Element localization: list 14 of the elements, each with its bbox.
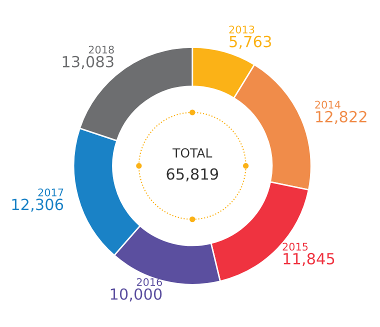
text: 65,819 [166, 168, 218, 182]
slice-label: 2016 [136, 278, 162, 286]
slice-label: 2013 [229, 26, 254, 34]
data-label: 10,000 [110, 288, 162, 302]
text: TOTAL [172, 148, 212, 158]
slice-label: 2017 [38, 188, 64, 196]
data-label: 5,763 [230, 36, 272, 49]
slice-label: 2018 [88, 46, 114, 54]
data-label: 12,822 [316, 110, 366, 124]
slice-label: 2015 [282, 242, 308, 251]
data-label: 13,083 [62, 56, 114, 69]
data-label: 12,306 [12, 198, 64, 212]
slice-label: 2014 [315, 100, 340, 109]
data-label: 11,845 [284, 252, 334, 266]
